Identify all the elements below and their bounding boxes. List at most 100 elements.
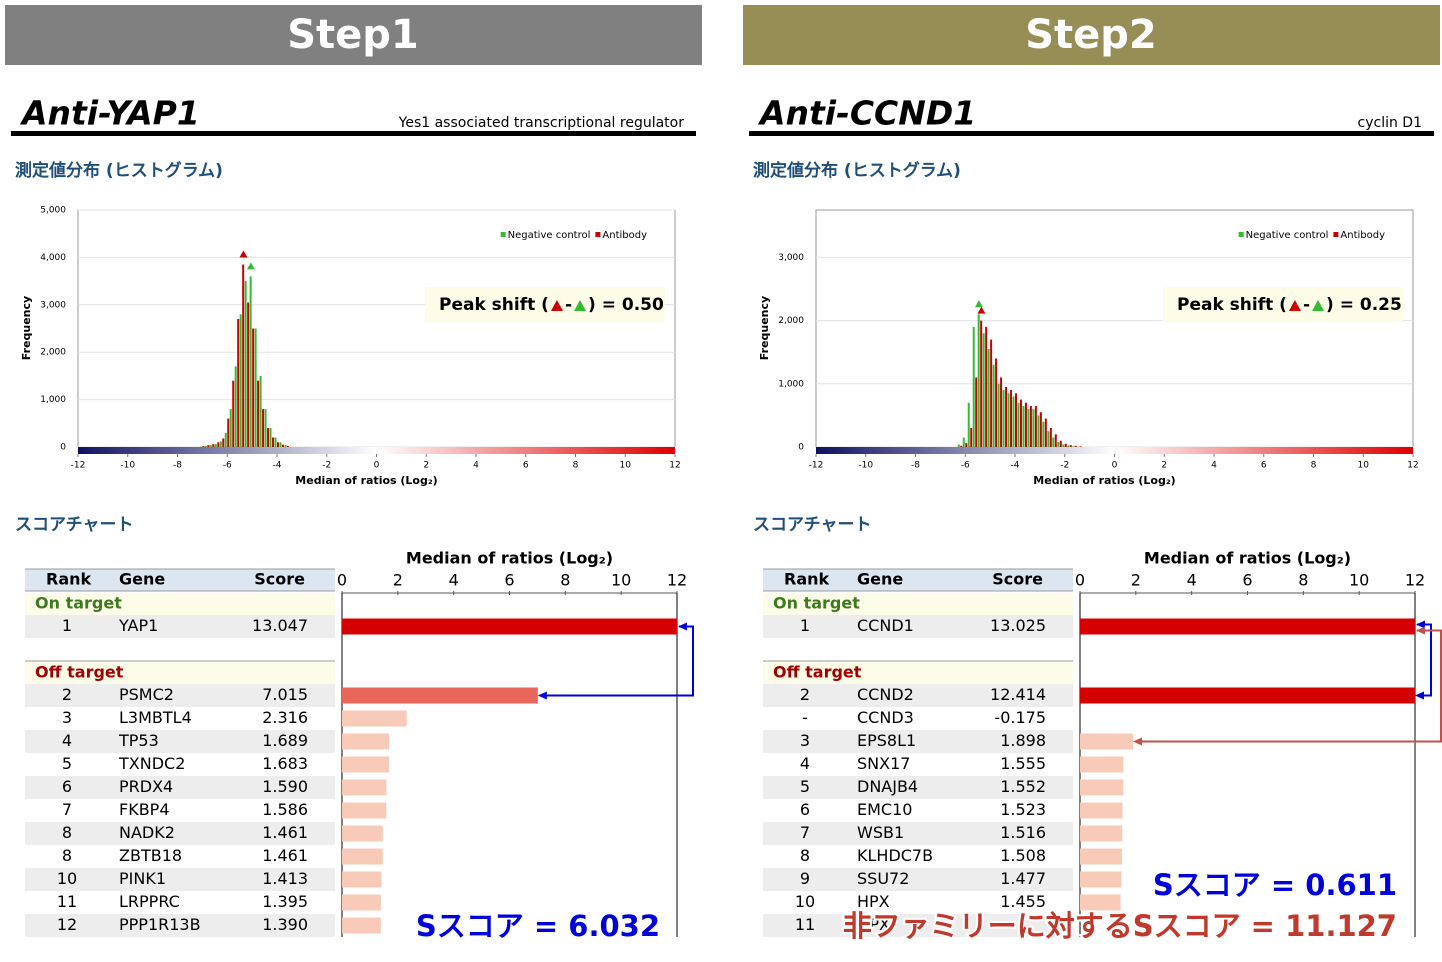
score: 13.047 bbox=[252, 616, 308, 635]
gene: FKBP4 bbox=[119, 800, 170, 819]
gene: GPX bbox=[857, 915, 890, 934]
row-bg bbox=[25, 868, 335, 891]
histogram-bar bbox=[1072, 446, 1075, 447]
score: 1.461 bbox=[262, 846, 308, 865]
score-bar bbox=[342, 756, 389, 773]
score: 13.025 bbox=[990, 616, 1046, 635]
rank: 7 bbox=[62, 800, 72, 819]
histogram-bar bbox=[1052, 437, 1055, 447]
histogram-bar bbox=[249, 276, 252, 447]
score: 7.015 bbox=[262, 685, 308, 704]
rank: 4 bbox=[800, 754, 810, 773]
arrowhead bbox=[1415, 691, 1424, 700]
histogram-bar bbox=[1022, 405, 1025, 447]
gene: DNAJB4 bbox=[857, 777, 918, 796]
connector bbox=[1417, 623, 1432, 697]
histogram-bar bbox=[1039, 412, 1042, 447]
score: 12.414 bbox=[990, 685, 1046, 704]
x-tick-label: 0 bbox=[337, 571, 347, 590]
score: 1.395 bbox=[262, 892, 308, 911]
histogram-bar bbox=[259, 375, 262, 447]
rank: 12 bbox=[57, 915, 77, 934]
gene: KLHDC7B bbox=[857, 846, 933, 865]
x-axis-label: Median of ratios (Log₂) bbox=[295, 474, 437, 487]
gene: CCND2 bbox=[857, 685, 914, 704]
legend-swatch bbox=[500, 232, 506, 237]
histogram-bar bbox=[1007, 393, 1010, 447]
histogram-bar bbox=[1000, 377, 1003, 447]
x-tick-label: 6 bbox=[504, 571, 514, 590]
section-row bbox=[25, 593, 335, 615]
gene: SNX17 bbox=[857, 754, 910, 773]
legend-label: Antibody bbox=[602, 230, 647, 241]
peak-marker bbox=[977, 306, 986, 314]
histogram-bar bbox=[212, 444, 215, 447]
histogram-bar bbox=[997, 383, 1000, 447]
description: Yes1 associated transcriptional regulato… bbox=[398, 115, 685, 131]
score: 1.413 bbox=[262, 869, 308, 888]
rank: 10 bbox=[57, 869, 77, 888]
legend-label: Negative control bbox=[508, 230, 591, 241]
histogram-bar bbox=[965, 443, 968, 447]
x-tick-label: 12 bbox=[1405, 571, 1425, 590]
score: 1.898 bbox=[1000, 731, 1046, 750]
peak-shift-icon bbox=[550, 300, 563, 311]
x-tick-label: -10 bbox=[120, 461, 135, 471]
rank: 6 bbox=[62, 777, 72, 796]
y-tick-label: 0 bbox=[60, 443, 66, 453]
row-bg bbox=[763, 684, 1073, 707]
x-tick-label: -2 bbox=[322, 461, 331, 471]
x-tick-label: 2 bbox=[1161, 461, 1167, 471]
score-bar bbox=[1080, 756, 1124, 773]
x-tick-label: 10 bbox=[1349, 571, 1369, 590]
title-rule bbox=[11, 131, 696, 136]
x-tick-label: 8 bbox=[1298, 571, 1308, 590]
histogram-bar bbox=[224, 432, 227, 447]
histogram-bar bbox=[1054, 434, 1057, 447]
histogram-bar bbox=[980, 320, 983, 447]
histogram-bar bbox=[982, 333, 985, 447]
x-axis-label: Median of ratios (Log₂) bbox=[1033, 474, 1175, 487]
score-bar bbox=[342, 618, 677, 635]
gene: TXNDC2 bbox=[118, 754, 185, 773]
gene: HPX bbox=[857, 892, 890, 911]
histogram-bar bbox=[1024, 402, 1027, 447]
rank: 8 bbox=[62, 823, 72, 842]
y-tick-label: 2,000 bbox=[40, 348, 66, 358]
histogram-bar bbox=[209, 445, 212, 447]
score: 1.523 bbox=[1000, 800, 1046, 819]
x-tick-label: 12 bbox=[1407, 461, 1418, 471]
rank: 2 bbox=[62, 685, 72, 704]
antibody-title: Anti-CCND1 bbox=[757, 94, 976, 133]
histogram-bar bbox=[1002, 390, 1005, 447]
rank: 11 bbox=[57, 892, 77, 911]
histogram-bar bbox=[1064, 443, 1067, 447]
histogram-bar bbox=[257, 380, 260, 447]
histogram-bar bbox=[254, 328, 257, 447]
histogram-bar bbox=[227, 418, 230, 447]
score: 2.316 bbox=[262, 708, 308, 727]
histogram-bar bbox=[962, 437, 965, 447]
row-bg bbox=[763, 730, 1073, 753]
score-bar bbox=[1080, 848, 1123, 865]
histogram-bar bbox=[219, 441, 222, 447]
histogram-bar bbox=[1062, 444, 1065, 447]
histogram-bar bbox=[267, 428, 270, 447]
section-heading: スコアチャート bbox=[15, 515, 134, 535]
section-label: On target bbox=[773, 594, 860, 613]
score-bar bbox=[1080, 802, 1123, 819]
x-tick-label: -8 bbox=[173, 461, 182, 471]
histogram-bar bbox=[286, 446, 289, 447]
gene: PRDX4 bbox=[119, 777, 173, 796]
gene: PINK1 bbox=[119, 869, 166, 888]
peak-marker bbox=[974, 300, 983, 308]
row-bg bbox=[763, 868, 1073, 891]
peak-shift-box bbox=[425, 287, 665, 322]
gene: YAP1 bbox=[118, 616, 158, 635]
row-bg bbox=[763, 776, 1073, 799]
score-bar bbox=[1075, 711, 1080, 727]
section-row bbox=[763, 662, 1073, 684]
row-bg bbox=[25, 684, 335, 707]
legend-swatch bbox=[1333, 232, 1339, 237]
histogram-bar bbox=[1037, 415, 1040, 447]
